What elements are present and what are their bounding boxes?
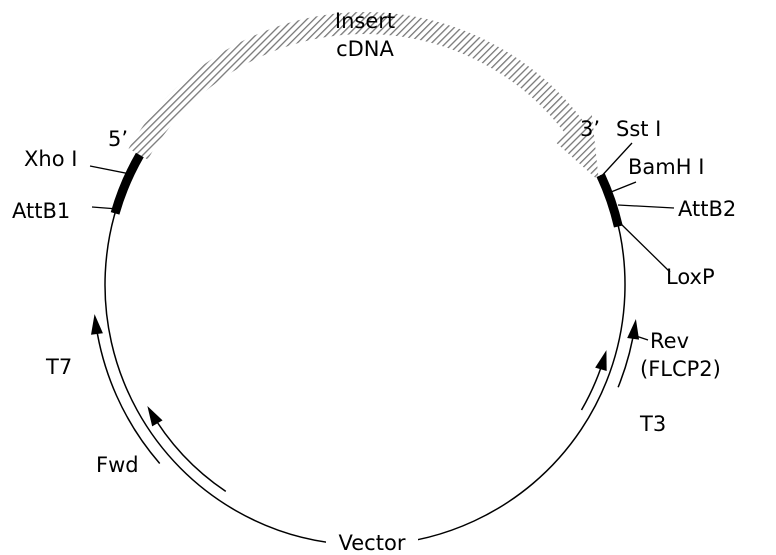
primer-arrow xyxy=(148,409,227,493)
primer-arrowhead xyxy=(595,350,607,371)
shapes xyxy=(91,12,640,546)
leader xyxy=(617,204,675,209)
site-label: AttB1 xyxy=(12,199,70,223)
primer-arrow xyxy=(94,318,161,464)
vector-backbone xyxy=(104,154,626,546)
leader xyxy=(91,206,119,210)
insert-arrowhead xyxy=(555,114,599,181)
end-label: 3’ xyxy=(580,117,600,141)
leader xyxy=(605,181,637,195)
primer-arrowhead xyxy=(627,319,640,340)
primer-label: T3 xyxy=(639,412,666,436)
insert-band xyxy=(128,12,584,160)
primer-label: T7 xyxy=(45,355,72,379)
site-block xyxy=(596,173,623,228)
label-bg xyxy=(326,532,418,555)
leader xyxy=(618,221,671,273)
primer-arrowhead xyxy=(91,314,103,335)
leader xyxy=(89,165,131,175)
site-block xyxy=(110,152,144,215)
primer-label: Fwd xyxy=(96,453,139,477)
insert-label: Insert xyxy=(335,9,395,33)
end-label: 5’ xyxy=(108,127,128,151)
vector-label: Vector xyxy=(339,531,406,555)
primer-arrowhead xyxy=(147,406,163,427)
site-label: BamH I xyxy=(628,155,704,179)
primer-label: (FLCP2) xyxy=(640,357,721,381)
primer-label: Rev xyxy=(650,329,689,353)
insert-label: cDNA xyxy=(336,37,394,61)
site-label: Sst I xyxy=(616,117,661,141)
leader xyxy=(597,142,633,181)
site-label: LoxP xyxy=(666,265,715,289)
site-label: Xho I xyxy=(24,147,77,171)
site-label: AttB2 xyxy=(678,197,736,221)
leader xyxy=(635,335,649,341)
